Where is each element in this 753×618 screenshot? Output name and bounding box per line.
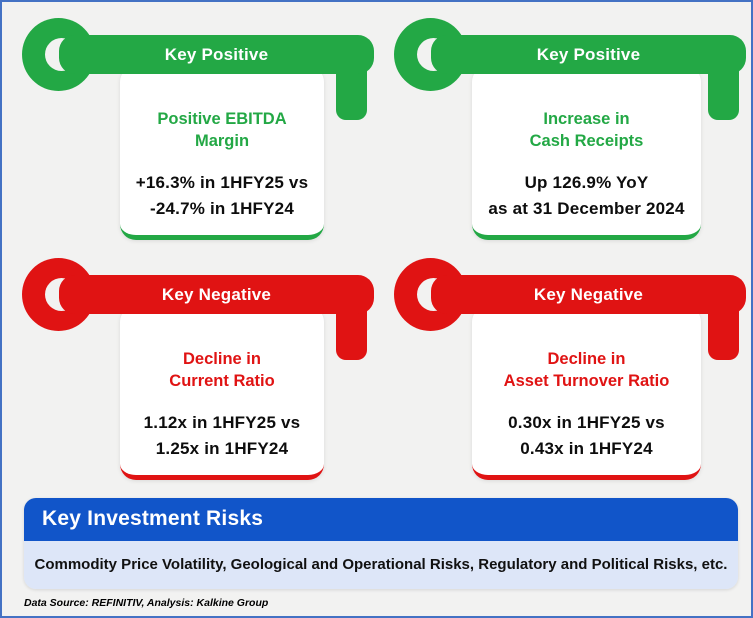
key-header-label: Key Positive [164,44,269,64]
metric-title: Positive EBITDA Margin [120,108,324,153]
metric-title-line: Decline in [183,350,261,368]
metric-detail: Up 126.9% YoY as at 31 December 2024 [472,170,701,223]
metric-detail-line: as at 31 December 2024 [488,198,685,218]
metric-detail-line: 0.30x in 1HFY25 vs [508,412,665,432]
metric-detail: 0.30x in 1HFY25 vs 0.43x in 1HFY24 [472,410,701,463]
metric-detail: 1.12x in 1HFY25 vs 1.25x in 1HFY24 [120,410,324,463]
metric-title: Increase in Cash Receipts [472,108,701,153]
card-body: Positive EBITDA Margin +16.3% in 1HFY25 … [120,66,324,240]
key-header-label: Key Negative [533,284,644,304]
metric-title-line: Cash Receipts [529,132,644,151]
key-negative-card-asset-turnover: Key Negative Decline in Asset Turnover R… [394,256,746,484]
key-header-label: Key Positive [536,44,641,64]
card-body: Increase in Cash Receipts Up 126.9% YoY … [472,66,701,240]
key-investment-risks-panel: Key Investment Risks Commodity Price Vol… [24,498,738,589]
key-positive-header: Key Positive [59,35,374,74]
key-positive-card-cash-receipts: Key Positive Increase in Cash Receipts U… [394,16,746,244]
card-body: Decline in Current Ratio 1.12x in 1HFY25… [120,306,324,480]
key-header-label: Key Negative [161,284,272,304]
card-body: Decline in Asset Turnover Ratio 0.30x in… [472,306,701,480]
key-positive-header: Key Positive [431,35,746,74]
metric-detail-line: Up 126.9% YoY [524,172,649,192]
metric-title-line: Positive EBITDA [157,110,287,128]
key-negative-header: Key Negative [59,275,374,314]
metric-detail-line: -24.7% in 1HFY24 [150,198,294,218]
metric-detail: +16.3% in 1HFY25 vs -24.7% in 1HFY24 [120,170,324,223]
metric-title: Decline in Asset Turnover Ratio [472,348,701,393]
metric-detail-line: 1.12x in 1HFY25 vs [143,412,301,432]
risks-description: Commodity Price Volatility, Geological a… [24,541,738,589]
metric-title-line: Decline in [547,350,626,368]
key-negative-card-current-ratio: Key Negative Decline in Current Ratio 1.… [22,256,374,484]
metric-title: Decline in Current Ratio [120,348,324,393]
metric-detail-line: 0.43x in 1HFY24 [520,438,653,458]
data-source-note: Data Source: REFINITIV, Analysis: Kalkin… [24,597,269,609]
risks-panel-title: Key Investment Risks [24,498,738,541]
metric-detail-line: 1.25x in 1HFY24 [155,438,289,458]
key-negative-header: Key Negative [431,275,746,314]
metric-title-line: Margin [194,132,250,151]
key-positive-card-ebitda: Key Positive Positive EBITDA Margin +16.… [22,16,374,244]
metric-title-line: Increase in [543,110,630,128]
metric-title-line: Asset Turnover Ratio [503,372,670,391]
metric-title-line: Current Ratio [169,372,275,391]
metric-detail-line: +16.3% in 1HFY25 vs [135,172,309,192]
